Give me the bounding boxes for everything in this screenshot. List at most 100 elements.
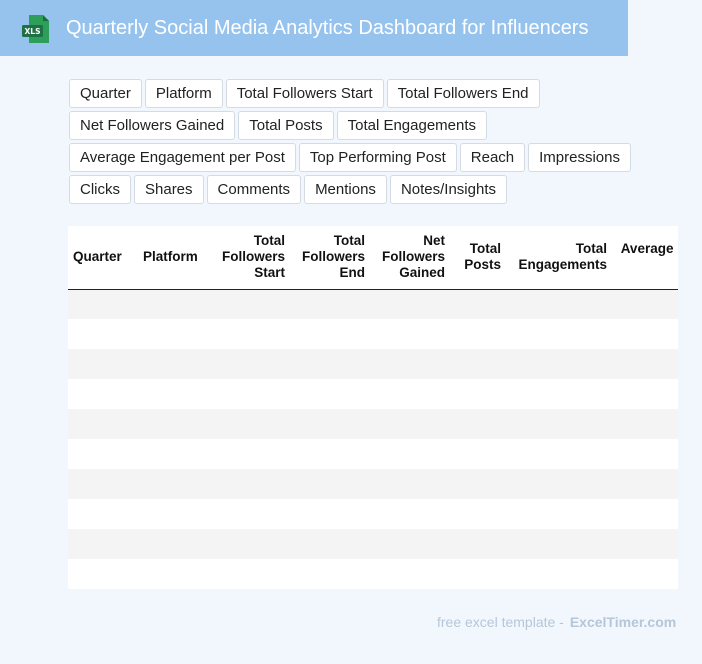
column-tag[interactable]: Clicks [69,175,131,204]
table-cell[interactable] [370,499,450,529]
table-cell[interactable] [506,319,612,349]
table-cell[interactable] [214,349,290,379]
table-cell[interactable] [138,379,214,409]
column-tag[interactable]: Impressions [528,143,631,172]
table-cell[interactable] [214,319,290,349]
column-tag[interactable]: Total Followers Start [225,79,384,108]
table-cell[interactable] [214,469,290,499]
table-cell[interactable] [370,529,450,559]
table-cell[interactable] [214,439,290,469]
table-cell[interactable] [450,319,506,349]
table-cell[interactable] [138,319,214,349]
table-cell[interactable] [214,499,290,529]
table-cell[interactable] [450,409,506,439]
table-cell[interactable] [214,409,290,439]
table-cell[interactable] [612,289,678,319]
table-cell[interactable] [138,499,214,529]
table-cell[interactable] [68,499,138,529]
table-cell[interactable] [290,319,370,349]
table-cell[interactable] [68,289,138,319]
table-cell[interactable] [506,379,612,409]
table-cell[interactable] [138,409,214,439]
table-cell[interactable] [612,319,678,349]
table-cell[interactable] [138,469,214,499]
table-cell[interactable] [138,349,214,379]
column-tag[interactable]: Net Followers Gained [69,111,236,140]
table-cell[interactable] [450,469,506,499]
table-cell[interactable] [370,469,450,499]
table-cell[interactable] [68,379,138,409]
table-cell[interactable] [612,439,678,469]
table-cell[interactable] [68,559,138,589]
column-tag[interactable]: Notes/Insights [389,175,507,204]
column-header: Total Followers End [290,226,370,290]
table-cell[interactable] [506,559,612,589]
column-tag[interactable]: Comments [206,175,302,204]
table-cell[interactable] [290,529,370,559]
column-tag[interactable]: Quarter [69,79,142,108]
table-cell[interactable] [506,499,612,529]
table-cell[interactable] [370,349,450,379]
table-cell[interactable] [450,439,506,469]
footer-brand-link[interactable]: ExcelTimer.com [569,614,677,630]
column-tag[interactable]: Total Engagements [336,111,488,140]
table-cell[interactable] [612,379,678,409]
table-cell[interactable] [138,439,214,469]
column-tag[interactable]: Total Posts [238,111,334,140]
table-cell[interactable] [450,559,506,589]
table-cell[interactable] [68,349,138,379]
table-cell[interactable] [450,349,506,379]
table-cell[interactable] [68,409,138,439]
column-tag[interactable]: Platform [144,79,223,108]
table-cell[interactable] [370,439,450,469]
column-tag[interactable]: Top Performing Post [298,143,457,172]
table-cell[interactable] [370,319,450,349]
table-cell[interactable] [68,469,138,499]
table-cell[interactable] [290,499,370,529]
table-cell[interactable] [290,469,370,499]
table-cell[interactable] [506,349,612,379]
table-cell[interactable] [450,529,506,559]
table-cell[interactable] [214,559,290,589]
table-cell[interactable] [138,529,214,559]
table-cell[interactable] [214,379,290,409]
table-cell[interactable] [450,379,506,409]
table-cell[interactable] [138,289,214,319]
table-cell[interactable] [214,289,290,319]
table-cell[interactable] [612,499,678,529]
table-cell[interactable] [370,409,450,439]
table-cell[interactable] [290,289,370,319]
table-cell[interactable] [68,319,138,349]
table-cell[interactable] [214,529,290,559]
column-tag[interactable]: Total Followers End [386,79,540,108]
table-cell[interactable] [370,559,450,589]
table-cell[interactable] [506,469,612,499]
table-cell[interactable] [612,529,678,559]
table-cell[interactable] [370,289,450,319]
table-cell[interactable] [506,289,612,319]
table-cell[interactable] [290,559,370,589]
table-cell[interactable] [506,529,612,559]
table-cell[interactable] [450,289,506,319]
column-tag[interactable]: Reach [459,143,526,172]
column-tag[interactable]: Shares [134,175,204,204]
table-cell[interactable] [612,469,678,499]
table-cell[interactable] [290,349,370,379]
table-cell[interactable] [290,439,370,469]
table-cell[interactable] [370,379,450,409]
table-cell[interactable] [506,409,612,439]
column-tag[interactable]: Mentions [304,175,387,204]
table-cell[interactable] [506,439,612,469]
table-cell[interactable] [450,499,506,529]
table-cell[interactable] [68,439,138,469]
data-table-container[interactable]: Quarter Platform Total Followers Start Tota… [68,226,678,589]
table-cell[interactable] [138,559,214,589]
table-cell[interactable] [290,379,370,409]
table-cell[interactable] [612,559,678,589]
table-cell[interactable] [612,349,678,379]
table-cell[interactable] [612,409,678,439]
column-tag[interactable]: Average Engagement per Post [69,143,296,172]
table-cell[interactable] [290,409,370,439]
data-table: Quarter Platform Total Followers Start Tota… [68,226,678,589]
table-cell[interactable] [68,529,138,559]
